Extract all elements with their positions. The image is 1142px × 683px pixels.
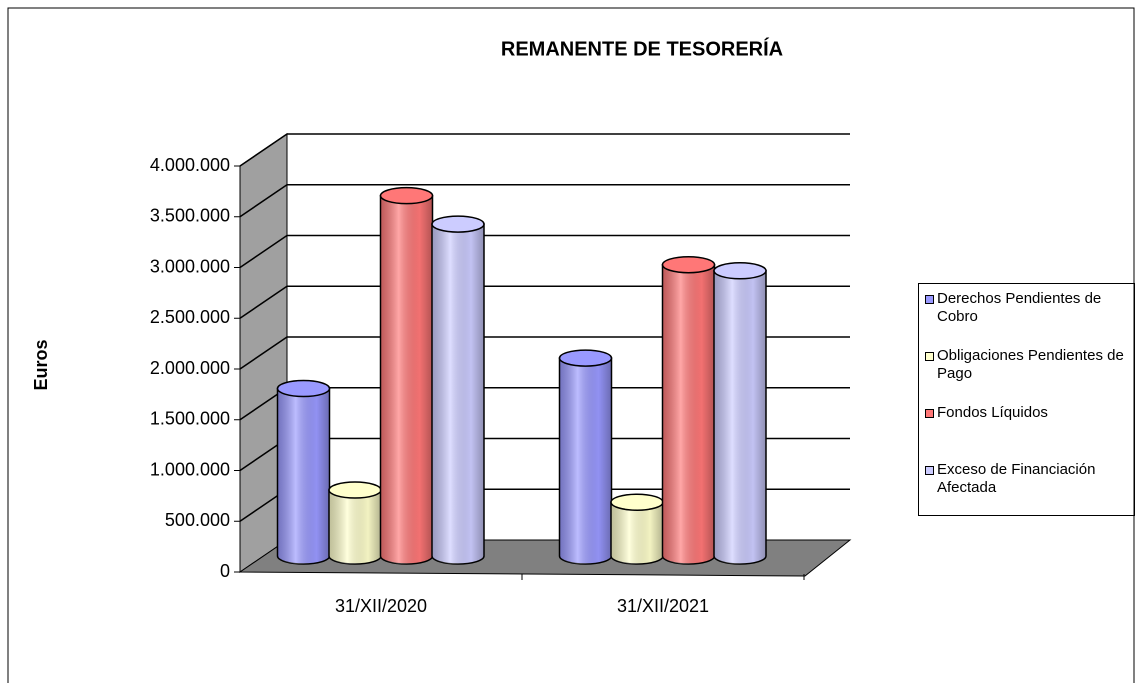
bar-shade <box>662 264 715 564</box>
grid-line <box>239 133 850 167</box>
legend-swatch <box>925 295 934 304</box>
y-tick-label: 3.500.000 <box>150 206 230 226</box>
legend-label: Obligaciones Pendientes de Pago <box>937 347 1124 382</box>
bar <box>713 262 767 565</box>
legend-item: Obligaciones Pendientes de Pago <box>923 347 1130 404</box>
legend-label: Exceso de Financiación Afectada <box>937 461 1096 496</box>
legend-swatch <box>925 409 934 418</box>
legend-item: Derechos Pendientes de Cobro <box>923 290 1130 347</box>
y-tick-label: 3.000.000 <box>150 256 230 276</box>
y-tick-label: 1.500.000 <box>150 409 230 429</box>
legend-item: Fondos Líquidos <box>923 404 1130 461</box>
bar <box>558 349 613 565</box>
y-tick-label: 500.000 <box>165 510 230 530</box>
bar-shade <box>329 490 381 564</box>
bar-top <box>328 481 382 499</box>
bar-shade <box>714 270 766 564</box>
bar <box>431 215 485 565</box>
legend-item: Exceso de Financiación Afectada <box>923 461 1130 518</box>
y-axis-label: Euros <box>31 339 51 390</box>
y-tick-label: 0 <box>220 561 230 581</box>
bar-top <box>713 262 767 280</box>
legend-label: Derechos Pendientes de Cobro <box>937 290 1102 325</box>
bar-shade <box>277 388 330 564</box>
bar <box>610 493 664 565</box>
y-tick-label: 1.000.000 <box>150 459 230 479</box>
x-tick-label: 31/XII/2020 <box>335 596 427 616</box>
legend-swatch <box>925 466 934 475</box>
bar-top <box>661 255 716 274</box>
bar <box>379 186 434 565</box>
legend: Derechos Pendientes de Cobro Obligaciones… <box>918 283 1135 516</box>
bar-top <box>276 379 331 398</box>
y-tick-label: 2.500.000 <box>150 307 230 327</box>
bar-shade <box>432 224 484 564</box>
bar-top <box>431 215 485 233</box>
bar-top <box>610 493 664 511</box>
y-tick-label: 4.000.000 <box>150 155 230 175</box>
grid-line <box>239 184 850 218</box>
bar-shade <box>611 502 663 564</box>
bar-top <box>379 186 434 205</box>
bar <box>328 481 382 565</box>
chart-title: REMANENTE DE TESORERÍA <box>501 37 783 60</box>
legend-swatch <box>925 352 934 361</box>
grid-line <box>239 234 850 269</box>
bar-shade <box>380 195 433 565</box>
x-tick-label: 31/XII/2021 <box>617 596 709 616</box>
legend-label: Fondos Líquidos <box>937 404 1048 421</box>
bar-top <box>558 349 613 367</box>
bar <box>276 379 331 565</box>
bar <box>661 255 716 565</box>
y-tick-label: 2.000.000 <box>150 358 230 378</box>
bar-shade <box>559 358 612 564</box>
